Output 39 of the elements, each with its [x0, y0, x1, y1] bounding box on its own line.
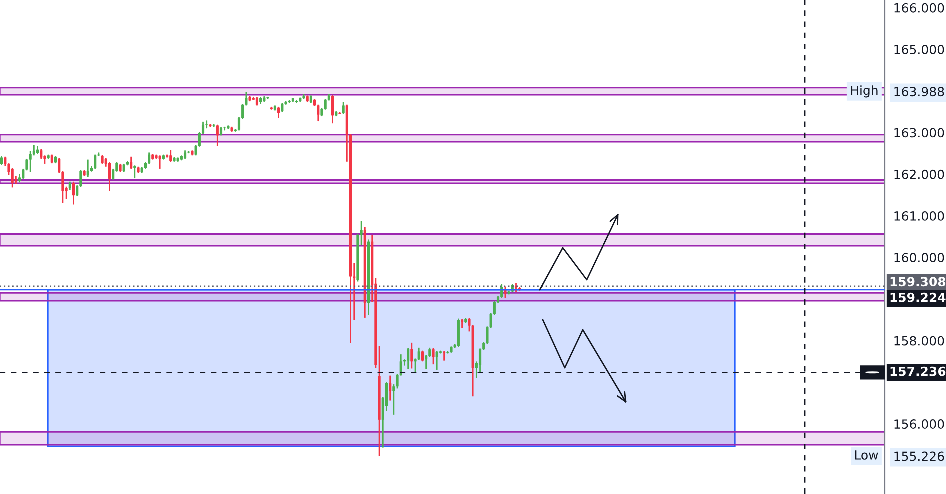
y-tick-label: 161.000 [894, 211, 944, 221]
y-tick-label: 156.000 [894, 420, 944, 430]
y-tick-label: 162.000 [894, 170, 944, 180]
candlestick [130, 156, 133, 170]
candlestick [108, 162, 112, 192]
y-tick-label: 166.000 [894, 3, 944, 13]
candlestick [11, 167, 14, 188]
y-tick-label: 155.226 [894, 452, 944, 462]
candlestick [460, 318, 464, 330]
candlestick [281, 102, 284, 114]
candlestick [170, 150, 172, 164]
y-tick-label: 163.988 [894, 87, 944, 97]
candlestick [40, 148, 43, 160]
candlestick [432, 348, 435, 366]
candlestick [72, 181, 76, 206]
candlestick [504, 286, 507, 299]
candlestick [421, 350, 424, 362]
candlestick [86, 159, 90, 178]
candlestick [389, 375, 392, 402]
ref-line-label: 159.308 [890, 277, 946, 287]
y-tick-label: 165.000 [894, 44, 944, 54]
candlestick [418, 347, 420, 362]
ref-line-label: 157.236 [890, 366, 946, 376]
annotation: High [851, 86, 878, 98]
candlestick [436, 350, 438, 371]
y-tick-label: 163.000 [894, 128, 944, 138]
candlestick [94, 154, 97, 170]
candlestick [342, 102, 345, 115]
candlestick [148, 152, 151, 165]
candlestick [216, 124, 219, 148]
candlestick [443, 350, 446, 362]
candlestick [407, 348, 410, 370]
annotation: Low [855, 450, 878, 460]
ref-line-label: 159.224 [890, 292, 946, 302]
y-tick-label: 158.000 [894, 336, 944, 346]
candlestick [158, 154, 162, 170]
candlestick [331, 94, 334, 124]
y-tick-label: 160.000 [894, 253, 944, 263]
candlestick [410, 342, 414, 370]
